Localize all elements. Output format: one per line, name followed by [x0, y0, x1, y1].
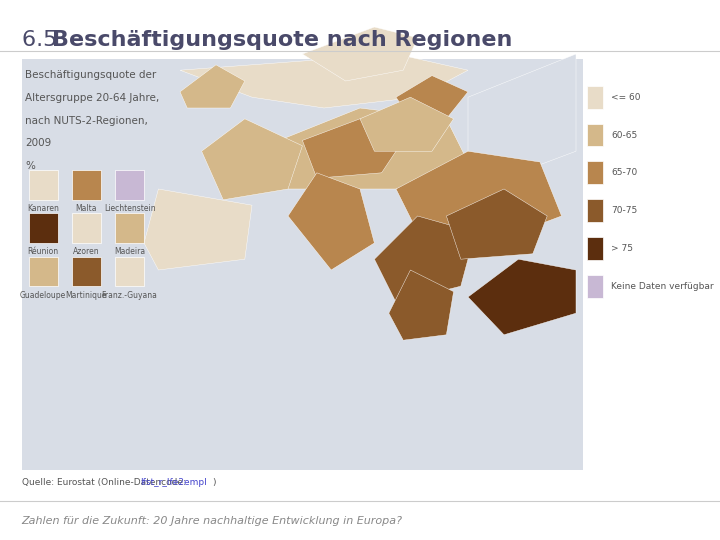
FancyBboxPatch shape	[29, 170, 58, 200]
Polygon shape	[389, 270, 454, 340]
Text: 60-65: 60-65	[611, 131, 637, 139]
Text: ): )	[212, 478, 216, 487]
FancyBboxPatch shape	[72, 170, 101, 200]
Text: Franz.-Guyana: Franz.-Guyana	[102, 291, 158, 300]
Polygon shape	[252, 108, 468, 189]
Text: 70-75: 70-75	[611, 206, 637, 215]
FancyBboxPatch shape	[587, 199, 603, 222]
Text: nach NUTS-2-Regionen,: nach NUTS-2-Regionen,	[25, 116, 148, 126]
Polygon shape	[468, 259, 576, 335]
Polygon shape	[446, 189, 547, 259]
FancyBboxPatch shape	[22, 59, 583, 470]
Polygon shape	[180, 54, 468, 108]
Polygon shape	[302, 119, 403, 178]
Text: Beschäftigungsquote nach Regionen: Beschäftigungsquote nach Regionen	[52, 30, 512, 50]
Polygon shape	[144, 189, 252, 270]
Text: Beschäftigungsquote der: Beschäftigungsquote der	[25, 70, 156, 80]
Polygon shape	[374, 216, 475, 302]
Text: Guadeloupe: Guadeloupe	[20, 291, 66, 300]
Text: Azoren: Azoren	[73, 247, 99, 256]
Text: Zahlen für die Zukunft: 20 Jahre nachhaltige Entwicklung in Europa?: Zahlen für die Zukunft: 20 Jahre nachhal…	[22, 516, 402, 526]
Text: 65-70: 65-70	[611, 168, 637, 177]
Polygon shape	[360, 97, 454, 151]
FancyBboxPatch shape	[115, 170, 144, 200]
FancyBboxPatch shape	[587, 124, 603, 146]
Text: %: %	[25, 161, 35, 171]
Text: lfst_r_lfe2empl: lfst_r_lfe2empl	[140, 478, 207, 487]
Polygon shape	[396, 151, 562, 243]
Text: Kanaren: Kanaren	[27, 204, 59, 213]
Text: > 75: > 75	[611, 244, 634, 253]
Text: Malta: Malta	[76, 204, 97, 213]
Text: 2009: 2009	[25, 138, 51, 149]
Text: Madeira: Madeira	[114, 247, 145, 256]
Text: Martinique: Martinique	[66, 291, 107, 300]
Text: Quelle: Eurostat (Online-Datencode:: Quelle: Eurostat (Online-Datencode:	[22, 478, 189, 487]
FancyBboxPatch shape	[587, 275, 603, 298]
FancyBboxPatch shape	[72, 213, 101, 243]
FancyBboxPatch shape	[587, 237, 603, 260]
Text: <= 60: <= 60	[611, 93, 641, 102]
FancyBboxPatch shape	[587, 161, 603, 184]
Polygon shape	[468, 54, 576, 173]
Polygon shape	[288, 173, 374, 270]
FancyBboxPatch shape	[29, 213, 58, 243]
Text: Altersgruppe 20-64 Jahre,: Altersgruppe 20-64 Jahre,	[25, 93, 159, 103]
Polygon shape	[202, 119, 302, 200]
Polygon shape	[302, 27, 418, 81]
FancyBboxPatch shape	[72, 256, 101, 286]
Text: Réunion: Réunion	[27, 247, 59, 256]
Text: Keine Daten verfügbar: Keine Daten verfügbar	[611, 282, 714, 291]
FancyBboxPatch shape	[587, 86, 603, 109]
Text: 6.5: 6.5	[22, 30, 64, 50]
Polygon shape	[396, 76, 468, 119]
Text: Liechtenstein: Liechtenstein	[104, 204, 156, 213]
Polygon shape	[180, 65, 245, 108]
FancyBboxPatch shape	[29, 256, 58, 286]
FancyBboxPatch shape	[115, 256, 144, 286]
FancyBboxPatch shape	[115, 213, 144, 243]
